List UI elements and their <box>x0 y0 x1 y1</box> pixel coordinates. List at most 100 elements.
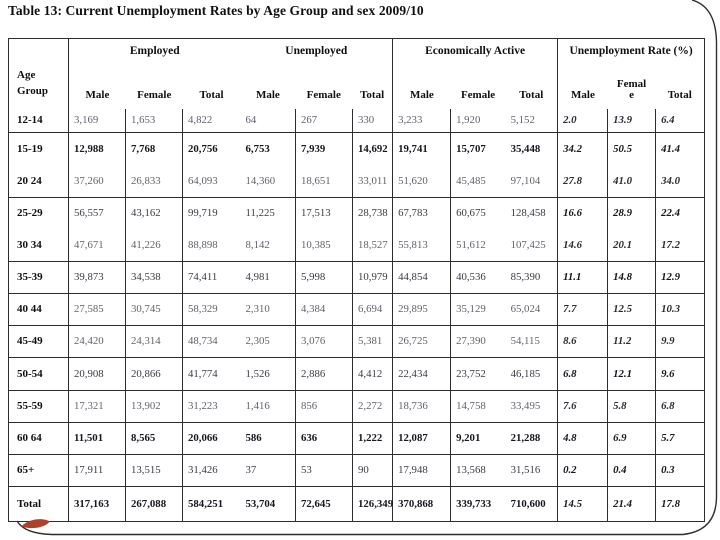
column-subheaders: Male Female Total Male Female Total <box>69 90 392 109</box>
value-cell: 88,898 <box>182 229 241 262</box>
value-cell: 584,251 <box>182 486 241 522</box>
value-cell: 27,585 <box>68 293 126 326</box>
rate-cell: 27.8 <box>557 165 609 198</box>
value-cell: 2,272 <box>352 390 394 423</box>
value-cell: 43,162 <box>125 197 183 229</box>
value-cell: 24,420 <box>68 325 126 358</box>
age-group-cell: 50-54 <box>8 357 69 391</box>
age-group-cell: 40 44 <box>8 293 69 326</box>
column-subheader: Total <box>519 89 544 102</box>
value-cell: 1,416 <box>240 390 296 423</box>
value-cell: 35,448 <box>505 132 559 165</box>
rate-cell: 6.8 <box>557 357 609 391</box>
value-cell: 710,600 <box>505 486 559 522</box>
value-cell: 31,426 <box>182 454 241 487</box>
value-cell: 15,707 <box>456 142 486 155</box>
table-row: 40 44 27,585 30,745 58,329 2,310 4,384 6,694 29… <box>8 293 705 326</box>
column-group-titles: Unemployment Rate (%) <box>558 39 704 57</box>
rate-cell: 8.6 <box>557 325 609 358</box>
rate-cell: 0.2 <box>557 454 609 487</box>
age-group-cell: Total <box>8 486 69 522</box>
value-cell: 1,920 <box>450 109 506 133</box>
rate-cell: 11.2 <box>607 325 657 358</box>
column-group-header: Economically Active <box>425 45 526 57</box>
value-cell: 35,129 <box>450 293 506 326</box>
value-cell: 39,873 <box>68 261 126 294</box>
table-title: Table 13: Current Unemployment Rates by … <box>8 3 424 18</box>
rate-cell: 21.4 <box>607 486 657 522</box>
value-cell: 18,736 <box>392 390 452 423</box>
table-row: 30 34 47,671 41,226 88,898 8,142 10,385 18,527… <box>8 229 705 262</box>
value-cell: 40,536 <box>450 261 506 294</box>
column-group-cell: Unemployment Rate (%) Male Femal e Total <box>558 39 705 110</box>
rate-cell: 17.2 <box>655 229 705 262</box>
value-cell: 339,733 <box>450 486 506 522</box>
value-cell: 72,645 <box>295 486 353 522</box>
value-cell: 13,515 <box>125 454 183 487</box>
age-group-header-cell: Age Group <box>8 38 69 109</box>
age-group-cell: 20 24 <box>8 165 69 198</box>
table-row: 35-39 39,873 34,538 74,411 4,981 5,998 10,979 4… <box>8 261 705 294</box>
value-cell: 5,381 <box>352 325 394 358</box>
value-cell: 11,501 <box>68 422 126 455</box>
value-cell: 14,692 <box>352 132 394 165</box>
value-cell: 18,651 <box>295 165 353 198</box>
table-row: 15-19 12,988 7,768 20,756 6,753 7,939 14,692 19… <box>8 132 705 165</box>
value-cell: 1,526 <box>240 357 296 391</box>
table-body: 12-14 3,169 1,653 4,822 64 267 330 3,233 1,920 5,… <box>8 109 705 522</box>
value-cell: 3,233 <box>392 109 452 133</box>
value-cell: 28,738 <box>352 197 394 229</box>
rate-cell: 34.0 <box>655 165 705 198</box>
value-cell: 20,756 <box>188 142 218 155</box>
value-cell: 27,390 <box>450 325 506 358</box>
column-subheader: Male <box>85 89 110 102</box>
value-cell: 5,152 <box>505 109 559 133</box>
value-cell: 10,385 <box>295 229 353 262</box>
value-cell: 8,142 <box>240 229 296 262</box>
value-cell: 370,868 <box>392 486 452 522</box>
table-header: Age Group Employed Unemployed Male Female Tota… <box>8 38 705 110</box>
rate-cell: 41.0 <box>607 165 657 198</box>
value-cell: 41,226 <box>125 229 183 262</box>
value-cell: 60,675 <box>456 207 486 220</box>
rate-cell: 7.6 <box>557 390 609 423</box>
column-subheader: Total <box>199 89 224 102</box>
value-cell: 14,360 <box>240 165 296 198</box>
value-cell: 53 <box>295 454 353 487</box>
value-cell: 67,783 <box>392 197 452 229</box>
value-cell: 29,895 <box>392 293 452 326</box>
column-subheader: Total <box>360 89 385 102</box>
value-cell: 37 <box>240 454 296 487</box>
value-cell: 17,513 <box>295 197 353 229</box>
value-cell: 23,752 <box>450 357 506 391</box>
age-group-cell: 45-49 <box>8 325 69 358</box>
value-cell: 19,741 <box>392 132 452 165</box>
rate-cell: 4.8 <box>557 422 609 455</box>
value-cell: 90 <box>352 454 394 487</box>
value-cell: 46,185 <box>505 357 559 391</box>
rate-cell: 5.7 <box>655 422 705 455</box>
value-cell: 126,349 <box>352 486 393 522</box>
table-row: Total 317,163 267,088 584,251 53,704 72,645 12… <box>8 486 705 522</box>
column-subheader: Male <box>409 89 434 102</box>
rate-cell: 9.6 <box>655 357 705 391</box>
value-cell: 10,979 <box>352 261 394 294</box>
rate-cell: 6.9 <box>607 422 657 455</box>
age-group-cell: 15-19 <box>8 132 69 165</box>
value-cell: 107,425 <box>505 229 559 262</box>
column-group-cell: Employed Unemployed Male Female Total Male Fem… <box>68 38 394 109</box>
value-cell: 3,076 <box>295 325 353 358</box>
value-cell: 55,813 <box>392 229 452 262</box>
value-cell: 51,612 <box>450 229 506 262</box>
rate-cell: 14.6 <box>557 229 609 262</box>
column-group-header: Unemployed <box>285 45 348 57</box>
column-group-header: Unemployment Rate (%) <box>569 45 693 57</box>
header-row: Age Group Employed Unemployed Male Female Tota… <box>8 38 705 110</box>
value-cell: 99,719 <box>188 207 218 220</box>
age-group-cell: 55-59 <box>8 390 69 423</box>
column-subheader: Male <box>255 89 280 102</box>
value-cell: 41,774 <box>182 357 241 391</box>
value-cell: 64 <box>240 109 296 133</box>
value-cell: 317,163 <box>68 486 126 522</box>
